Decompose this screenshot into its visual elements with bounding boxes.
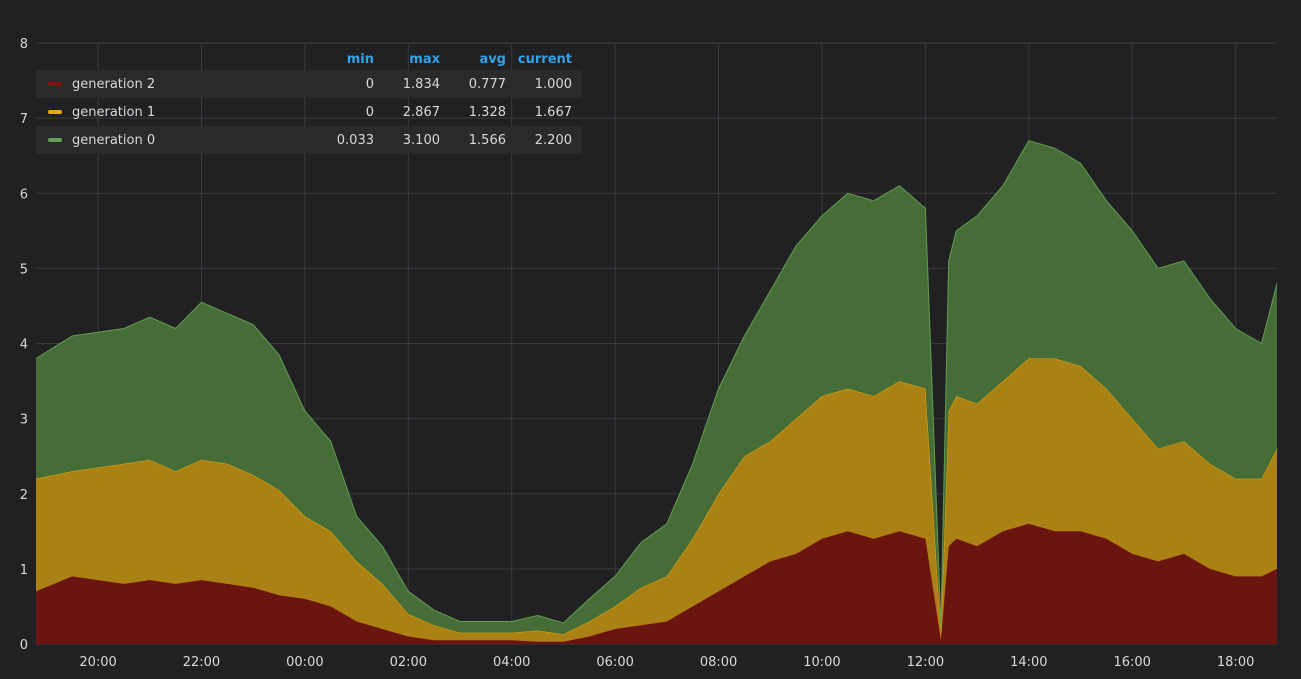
legend-table: min max avg current generation 2 0 1.834…	[36, 48, 582, 154]
line-generation-0	[35, 140, 1278, 626]
legend-avg: 0.777	[468, 76, 506, 92]
x-tick-label: 16:00	[1113, 655, 1150, 670]
x-tick-label: 20:00	[79, 655, 116, 670]
legend-max: 3.100	[402, 132, 440, 148]
x-tick-label: 12:00	[907, 655, 944, 670]
legend-min: 0	[365, 76, 374, 92]
legend-header-max[interactable]: max	[409, 51, 440, 67]
legend-current: 2.200	[534, 132, 572, 148]
y-tick-label: 2	[20, 488, 28, 503]
legend-swatch[interactable]	[48, 110, 62, 114]
legend-min: 0	[365, 104, 374, 120]
legend-max: 2.867	[402, 104, 440, 120]
area-generation-0[interactable]	[36, 140, 1277, 635]
x-tick-label: 22:00	[183, 655, 220, 670]
legend-header-current[interactable]: current	[517, 51, 572, 67]
legend-header: min max avg current	[36, 48, 582, 70]
legend-current: 1.000	[534, 76, 572, 92]
legend-avg: 1.328	[468, 104, 506, 120]
y-tick-label: 1	[20, 563, 28, 578]
y-tick-label: 8	[20, 37, 28, 52]
legend-current: 1.667	[534, 104, 572, 120]
x-tick-label: 06:00	[596, 655, 633, 670]
legend-swatch[interactable]	[48, 82, 62, 86]
area-generation-1[interactable]	[36, 358, 1277, 642]
y-tick-label: 4	[20, 338, 28, 353]
legend-avg: 1.566	[468, 132, 506, 148]
legend-series-name[interactable]: generation 1	[72, 104, 156, 120]
legend-series-name[interactable]: generation 2	[72, 76, 156, 92]
y-tick-label: 6	[20, 187, 28, 202]
x-tick-label: 08:00	[700, 655, 737, 670]
y-tick-label: 7	[20, 112, 28, 127]
area-generation-2[interactable]	[36, 523, 1277, 644]
legend-header-min[interactable]: min	[346, 51, 374, 67]
x-tick-label: 10:00	[803, 655, 840, 670]
x-tick-label: 14:00	[1010, 655, 1047, 670]
legend-max: 1.834	[402, 76, 440, 92]
legend-series-name[interactable]: generation 0	[72, 132, 156, 148]
y-tick-label: 3	[20, 413, 28, 428]
legend-row-generation-1[interactable]: generation 1 0 2.867 1.328 1.667	[36, 98, 582, 126]
x-tick-label: 02:00	[390, 655, 427, 670]
legend-header-avg[interactable]: avg	[479, 51, 506, 67]
legend-row-generation-2[interactable]: generation 2 0 1.834 0.777 1.000	[36, 70, 582, 98]
y-tick-label: 0	[20, 638, 28, 653]
legend-min: 0.033	[336, 132, 374, 148]
x-tick-label: 00:00	[286, 655, 323, 670]
legend-row-generation-0[interactable]: generation 0 0.033 3.100 1.566 2.200	[36, 126, 582, 154]
y-tick-label: 5	[20, 262, 28, 277]
legend-swatch[interactable]	[48, 138, 62, 142]
x-tick-label: 04:00	[493, 655, 530, 670]
x-tick-label: 18:00	[1217, 655, 1254, 670]
